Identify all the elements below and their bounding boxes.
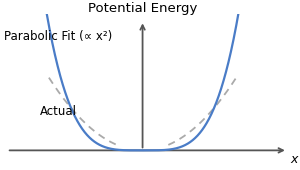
Text: Potential Energy: Potential Energy [88,2,197,15]
Text: Parabolic Fit (∝ x²): Parabolic Fit (∝ x²) [4,30,113,43]
Text: Actual: Actual [40,105,76,118]
Text: x: x [290,153,298,166]
